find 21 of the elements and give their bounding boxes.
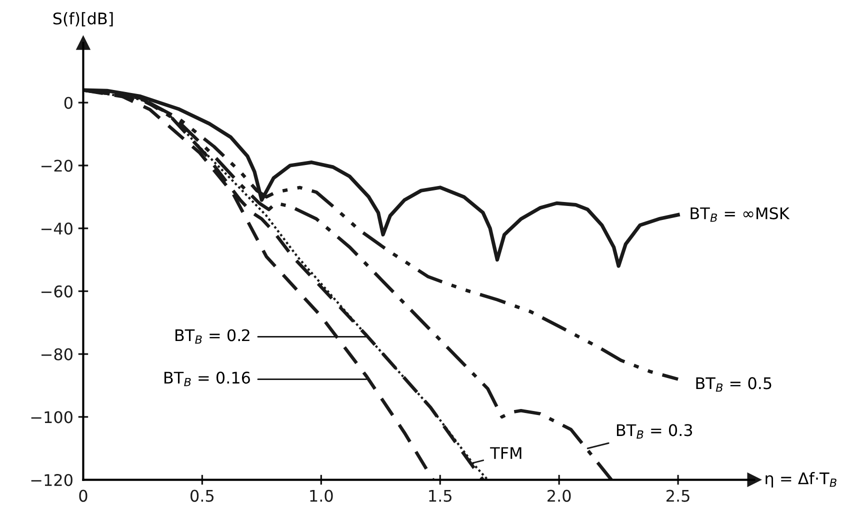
- y-tick-label: −80: [41, 348, 72, 360]
- y-tick-label: −120: [31, 474, 72, 486]
- y-tick-label: −40: [41, 222, 72, 235]
- annotation: BT$_{B}$ = 0.5: [696, 377, 772, 392]
- annotation: TFM: [490, 447, 522, 459]
- y-tick-label: −100: [31, 411, 72, 424]
- x-tick-label: 0: [79, 490, 88, 502]
- x-tick-label: 1.0: [310, 490, 333, 502]
- annotation: BT$_{B}$ = 0.2: [176, 329, 250, 344]
- x-tick-label: 2.0: [548, 490, 571, 502]
- y-tick-label: 0: [64, 96, 72, 109]
- x-tick-label: 0.5: [190, 490, 214, 502]
- y-tick-label: −20: [41, 160, 72, 172]
- x-tick-label: 2.5: [666, 490, 690, 502]
- annotation: BT$_{B}$ = 0.16: [164, 372, 250, 386]
- x-axis-title: η = Δf·T$_{B}$: [766, 472, 836, 488]
- y-tick-label: −60: [41, 285, 72, 298]
- annotation: BT$_{B}$ = 0.3: [616, 424, 692, 439]
- annotation: BT$_{B}$ = ∞MSK: [690, 207, 790, 222]
- x-tick-label: 1.5: [429, 490, 452, 502]
- y-axis-title: S(f)[dB]: [53, 12, 113, 26]
